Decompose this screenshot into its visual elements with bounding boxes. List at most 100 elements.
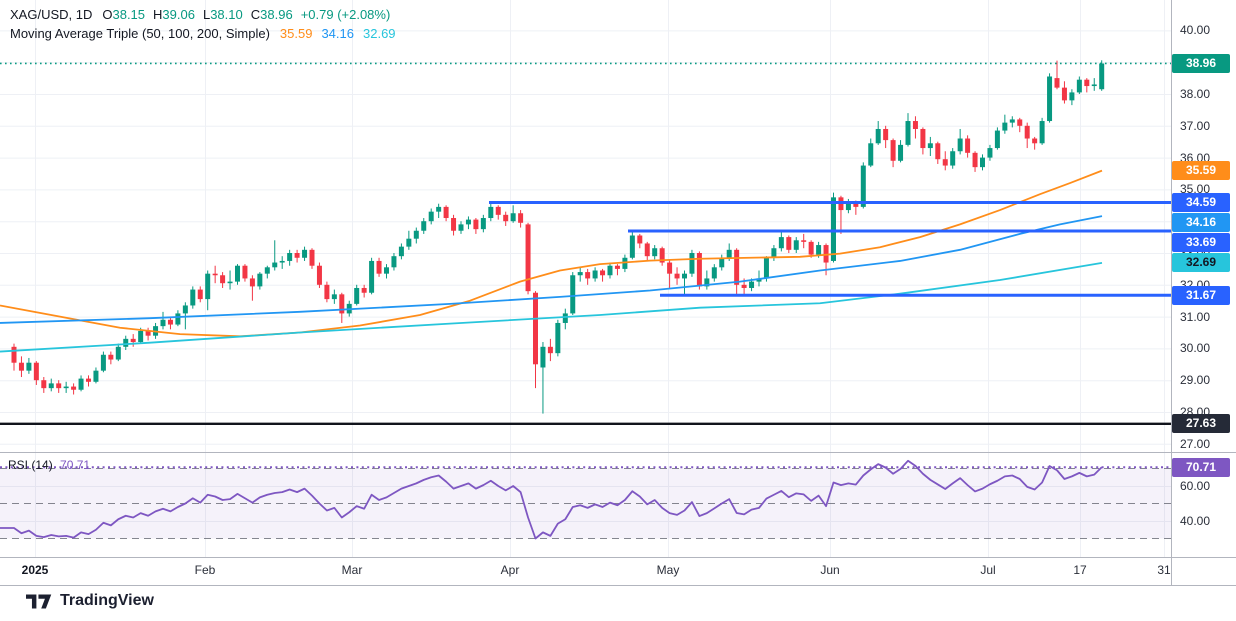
candle-body [376, 260, 382, 274]
time-tick-31: 31 [1157, 563, 1171, 577]
candle-body [1017, 119, 1023, 126]
candle-body [212, 273, 218, 276]
price-badge-34.59: 34.59 [1172, 192, 1230, 212]
candle-body [406, 238, 412, 247]
candle-body [465, 219, 471, 225]
candle-body [614, 265, 620, 269]
price-badge-70.71: 70.71 [1172, 457, 1230, 477]
candle-body [875, 128, 881, 144]
candle-body [510, 213, 516, 222]
candle-body [793, 240, 799, 250]
candle-body [1047, 76, 1053, 122]
ma-value-2: 32.69 [363, 26, 396, 41]
price-tick-label: 27.00 [1180, 436, 1211, 451]
candle-body [957, 138, 963, 152]
candle-body [26, 362, 32, 371]
candle-body [197, 289, 203, 300]
price-badge-35.59: 35.59 [1172, 161, 1230, 181]
candle-body [689, 253, 695, 274]
candle-body [652, 248, 658, 257]
candle-body [577, 272, 583, 276]
candle-body [756, 278, 762, 282]
price-badge-27.63: 27.63 [1172, 414, 1230, 434]
candle-body [1069, 92, 1075, 101]
tradingview-glyph-icon [26, 594, 52, 608]
candle-body [264, 267, 270, 274]
candle-body [1039, 121, 1045, 144]
sma-line-100 [0, 215, 1103, 324]
candle-body [935, 143, 941, 160]
ohlc-field-h: H39.06 [153, 7, 195, 22]
candle-body [33, 362, 39, 381]
price-badge-38.96: 38.96 [1172, 53, 1230, 73]
candle-body [518, 213, 524, 223]
candle-body [749, 281, 755, 288]
candle-body [540, 346, 546, 368]
time-tick-2025: 2025 [21, 563, 49, 577]
candle-body [436, 206, 442, 212]
time-tick-May: May [656, 563, 680, 577]
chart-legend: XAG/USD, 1D O38.15 H39.06 L38.10 C38.96 +0.79… [10, 5, 405, 43]
price-badge-32.69: 32.69 [1172, 253, 1230, 273]
candle-body [235, 265, 240, 282]
candle-body [1091, 84, 1097, 87]
candle-body [93, 370, 99, 382]
candle-body [56, 383, 62, 389]
candle-body [704, 278, 710, 287]
candle-body [175, 313, 181, 325]
ohlc-field-o: O38.15 [102, 7, 146, 22]
candle-body [898, 144, 904, 161]
candle-body [86, 378, 91, 382]
candle-body [622, 257, 628, 269]
indicator-legend-row[interactable]: Moving Average Triple (50, 100, 200, Sim… [10, 24, 405, 43]
candle-body [11, 346, 17, 363]
tradingview-logo[interactable]: TradingView [26, 592, 154, 610]
candle-body [994, 130, 1000, 149]
indicator-title: Moving Average Triple (50, 100, 200, Sim… [10, 26, 270, 41]
candle-body [533, 292, 538, 365]
candle-body [808, 241, 814, 255]
candle-body [607, 265, 613, 276]
candle-body [1054, 78, 1060, 88]
sma-line-50 [0, 169, 1103, 338]
candle-body [331, 294, 337, 300]
candle-body [905, 121, 911, 145]
ohlc-field-c: C38.96 [250, 7, 293, 22]
symbol-title: XAG/USD, 1D [10, 7, 93, 22]
indicator-values: 35.59 34.16 32.69 [280, 26, 405, 41]
candle-body [309, 249, 315, 266]
candle-body [451, 218, 457, 231]
symbol-legend-row[interactable]: XAG/USD, 1D O38.15 H39.06 L38.10 C38.96 +0.79… [10, 5, 405, 24]
candle-body [629, 235, 635, 258]
ohlc-values: O38.15 H39.06 L38.10 C38.96 [102, 7, 300, 22]
candle-body [473, 219, 479, 230]
candle-body [488, 206, 494, 219]
rsi-legend[interactable]: RSI (14) 70.71 [8, 458, 90, 472]
ma-value-1: 34.16 [321, 26, 354, 41]
candle-body [600, 270, 606, 276]
rsi-value: 70.71 [60, 458, 91, 472]
candle-body [547, 346, 553, 354]
candle-body [786, 237, 792, 250]
candle-body [972, 152, 978, 168]
candle-body [18, 362, 24, 371]
candle-body [726, 249, 732, 258]
candle-body [167, 319, 173, 325]
candle-body [778, 237, 784, 249]
candle-body [868, 143, 874, 166]
candle-body [108, 354, 114, 360]
time-tick-Feb: Feb [194, 563, 216, 577]
candle-body [734, 249, 740, 285]
candle-body [287, 253, 293, 261]
candle-body [816, 245, 822, 255]
candle-body [682, 273, 687, 279]
candle-body [182, 305, 188, 314]
price-badge-34.16: 34.16 [1172, 212, 1230, 232]
candle-body [480, 218, 486, 230]
price-tick-label: 30.00 [1180, 341, 1211, 356]
candle-body [592, 270, 598, 279]
price-tick-label: 35.00 [1180, 182, 1211, 197]
candle-body [823, 245, 829, 263]
